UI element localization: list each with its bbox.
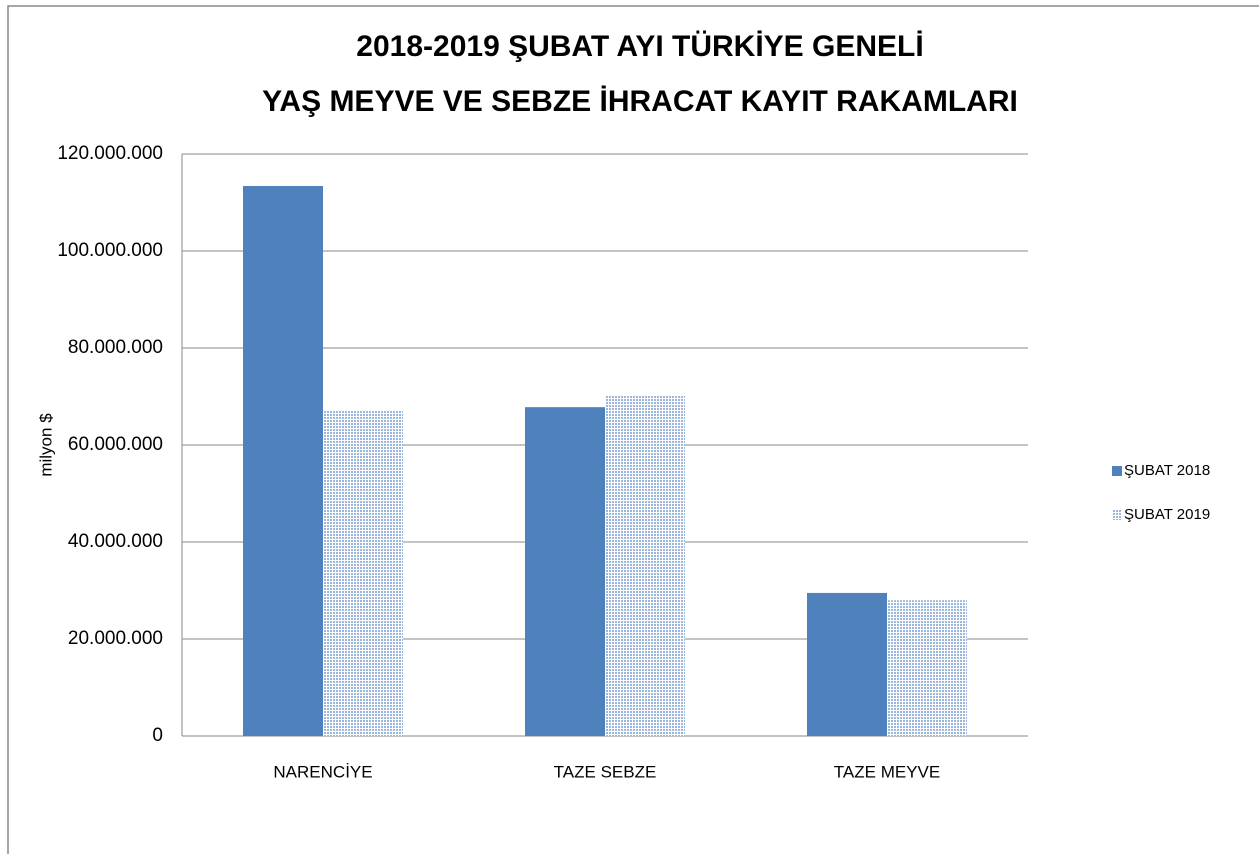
legend-label: ŞUBAT 2019 [1124,506,1210,523]
y-tick-label: 100.000.000 [57,240,163,261]
x-tick-label: TAZE SEBZE [554,762,657,781]
y-tick-label: 40.000.000 [68,531,163,552]
bar [243,186,323,736]
chart-title: 2018-2019 ŞUBAT AYI TÜRKİYE GENELİ [356,30,923,63]
y-tick-label: 0 [152,725,163,746]
bar [807,592,887,736]
bar [525,407,605,736]
x-tick-label: TAZE MEYVE [834,762,940,781]
x-tick-label: NARENCİYE [273,762,372,781]
bar [605,395,685,736]
legend-swatch [1112,510,1122,520]
bar [323,411,403,736]
y-tick-label: 60.000.000 [68,434,163,455]
y-tick-label: 20.000.000 [68,628,163,649]
bar [887,600,967,736]
legend-swatch [1112,466,1122,476]
y-tick-label: 80.000.000 [68,337,163,358]
y-tick-label: 120.000.000 [57,143,163,164]
legend-label: ŞUBAT 2018 [1124,462,1210,479]
chart-title: YAŞ MEYVE VE SEBZE İHRACAT KAYIT RAKAMLA… [262,85,1018,118]
y-axis-label: milyon $ [36,413,55,477]
